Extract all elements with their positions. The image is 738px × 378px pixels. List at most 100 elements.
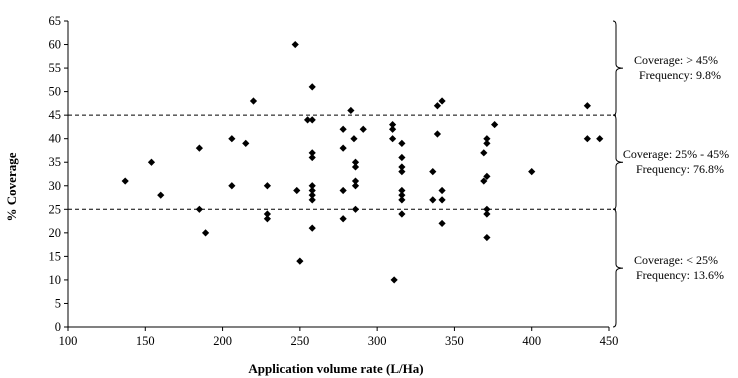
y-axis-ticks: 0 5 10 15 20 25 30 35 40 45 50 55 60 65 <box>49 14 68 334</box>
frequency-label: Frequency: 76.8% <box>636 162 724 176</box>
data-point <box>296 257 304 265</box>
data-point <box>157 191 165 199</box>
data-point <box>398 163 406 171</box>
data-point <box>583 102 591 110</box>
data-point <box>308 186 316 195</box>
data-point <box>308 196 316 204</box>
data-point <box>389 125 397 133</box>
data-point <box>491 120 499 129</box>
data-point <box>583 135 591 143</box>
data-point <box>596 135 604 143</box>
data-point <box>438 196 446 204</box>
y-axis-title: % Coverage <box>4 152 19 221</box>
data-point <box>308 83 316 91</box>
x-tick-label: 250 <box>290 334 309 348</box>
data-point <box>339 186 347 195</box>
data-point <box>249 97 258 105</box>
range-bracket <box>612 20 624 116</box>
data-point <box>263 210 271 218</box>
y-tick-label: 35 <box>49 155 62 169</box>
data-point <box>121 177 129 185</box>
y-tick-label: 15 <box>49 249 62 263</box>
y-tick-label: 10 <box>49 273 62 287</box>
data-point <box>483 135 491 143</box>
data-point <box>308 153 316 162</box>
range-bracket <box>612 114 624 210</box>
data-point <box>308 149 316 157</box>
data-point <box>242 139 250 147</box>
data-point <box>347 106 355 115</box>
y-tick-label: 20 <box>49 226 62 240</box>
data-point <box>308 224 316 232</box>
data-point <box>308 191 316 199</box>
data-point <box>429 168 437 176</box>
data-point <box>351 182 360 190</box>
x-tick-label: 150 <box>136 334 155 348</box>
y-tick-label: 45 <box>49 108 62 122</box>
data-point <box>147 158 156 166</box>
data-point <box>483 205 491 213</box>
coverage-range-label: Coverage: < 25% <box>634 253 718 267</box>
data-point <box>398 153 406 162</box>
data-point <box>303 116 312 124</box>
data-point <box>339 215 347 223</box>
data-point <box>398 168 406 176</box>
data-point <box>351 163 360 171</box>
data-point <box>528 168 536 176</box>
data-point <box>293 186 301 195</box>
data-point <box>308 116 316 124</box>
x-axis-title: Application volume rate (L/Ha) <box>248 361 423 376</box>
y-tick-label: 5 <box>55 296 61 310</box>
data-point <box>398 186 406 195</box>
data-point <box>429 196 437 204</box>
data-point <box>398 139 406 147</box>
data-points <box>121 40 604 284</box>
data-point <box>390 276 398 284</box>
y-tick-label: 65 <box>49 14 62 28</box>
data-point <box>389 135 397 143</box>
data-point <box>351 177 360 185</box>
x-axis-ticks: 100 150 200 250 300 350 400 450 <box>59 327 619 348</box>
data-point <box>308 182 316 190</box>
data-point <box>351 158 360 166</box>
range-bracket <box>612 208 624 328</box>
frequency-label: Frequency: 9.8% <box>639 68 721 82</box>
data-point <box>339 125 347 133</box>
data-point <box>480 149 488 157</box>
data-point <box>483 233 491 242</box>
data-point <box>350 135 358 143</box>
data-point <box>483 139 491 147</box>
data-point <box>480 177 488 185</box>
x-tick-label: 450 <box>600 334 619 348</box>
data-point <box>389 120 397 129</box>
y-tick-label: 30 <box>49 179 62 193</box>
data-point <box>398 210 406 218</box>
data-point <box>263 182 271 190</box>
data-point <box>195 144 203 152</box>
y-tick-label: 55 <box>49 61 62 75</box>
y-tick-label: 60 <box>49 38 62 52</box>
coverage-range-label: Coverage: 25% - 45% <box>623 147 729 161</box>
data-point <box>483 210 491 218</box>
data-point <box>263 215 271 223</box>
coverage-range-label: Coverage: > 45% <box>634 53 718 67</box>
data-point <box>195 205 203 213</box>
coverage-brackets: Coverage: > 45%Frequency: 9.8% Coverage: … <box>612 20 729 328</box>
y-tick-label: 50 <box>49 85 62 99</box>
data-point <box>228 182 236 190</box>
y-tick-label: 0 <box>55 320 61 334</box>
y-tick-label: 25 <box>49 202 62 216</box>
data-point <box>433 130 442 138</box>
threshold-lines <box>68 114 616 210</box>
x-tick-label: 100 <box>59 334 78 348</box>
data-point <box>359 125 367 133</box>
x-tick-label: 200 <box>213 334 232 348</box>
x-tick-label: 350 <box>445 334 464 348</box>
data-point <box>228 135 236 143</box>
data-point <box>398 196 406 204</box>
data-point <box>438 97 446 105</box>
data-point <box>398 191 406 199</box>
x-tick-label: 300 <box>368 334 387 348</box>
data-point <box>438 219 446 228</box>
